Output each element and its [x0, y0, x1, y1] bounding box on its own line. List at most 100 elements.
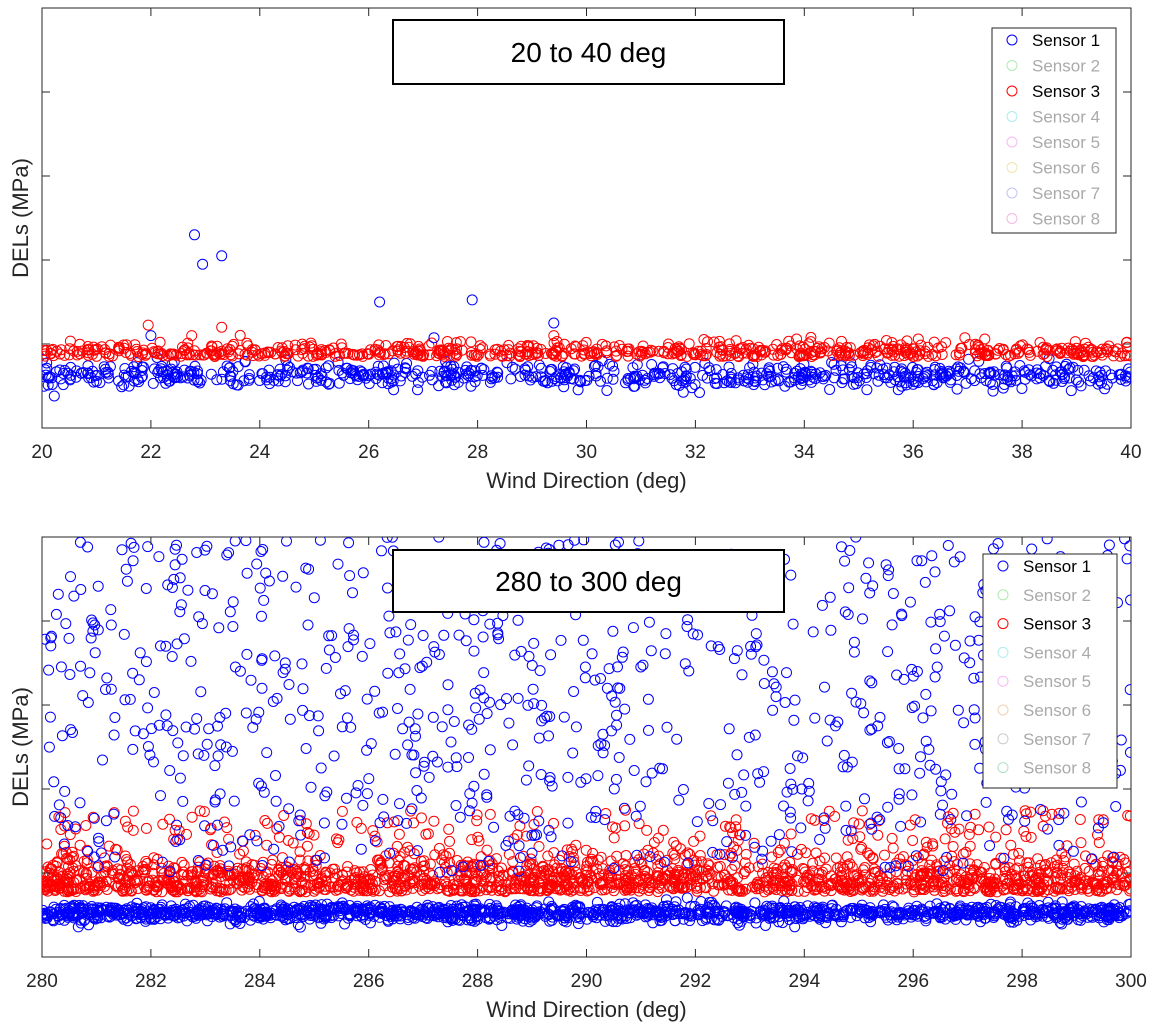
point-sensor-3: [331, 868, 343, 880]
legend-entry[interactable]: Sensor 5: [1032, 133, 1100, 152]
point-sensor-3: [342, 880, 354, 892]
point-sensor-3: [798, 875, 810, 887]
point-sensor-1: [478, 537, 490, 548]
point-sensor-1: [360, 914, 372, 925]
point-sensor-3: [915, 871, 927, 883]
point-sensor-3: [964, 840, 976, 852]
point-sensor-1: [321, 898, 333, 910]
point-sensor-1: [1103, 905, 1114, 917]
point-sensor-1: [138, 361, 149, 373]
point-sensor-3: [208, 860, 220, 872]
point-sensor-1: [152, 367, 164, 378]
point-sensor-1: [376, 902, 388, 914]
point-sensor-3: [688, 835, 700, 847]
point-sensor-1: [824, 384, 836, 395]
point-sensor-1: [546, 900, 558, 912]
point-sensor-1: [428, 332, 440, 344]
legend-entry[interactable]: Sensor 4: [1032, 108, 1100, 127]
point-sensor-1: [601, 372, 613, 384]
point-sensor-3: [535, 866, 547, 878]
point-sensor-3: [187, 349, 199, 361]
point-sensor-1: [568, 373, 580, 385]
point-sensor-1: [312, 912, 324, 924]
point-sensor-3: [940, 337, 952, 349]
point-sensor-1: [87, 625, 99, 637]
point-sensor-3: [186, 811, 198, 823]
point-sensor-1: [732, 913, 744, 925]
point-sensor-3: [681, 350, 693, 362]
point-sensor-1: [689, 361, 701, 373]
point-sensor-1: [783, 914, 795, 926]
point-sensor-1: [515, 910, 527, 922]
point-sensor-3: [784, 883, 795, 895]
point-sensor-1: [410, 908, 422, 920]
point-sensor-3: [70, 860, 82, 872]
point-sensor-1: [903, 905, 915, 917]
point-sensor-3: [508, 833, 520, 845]
point-sensor-3: [249, 344, 261, 356]
point-sensor-3: [80, 820, 92, 831]
point-sensor-3: [512, 343, 524, 355]
point-sensor-1: [760, 920, 771, 931]
legend-entry[interactable]: Sensor 3: [1032, 82, 1100, 101]
point-sensor-1: [137, 728, 149, 740]
point-sensor-1: [119, 363, 131, 374]
point-sensor-3: [643, 874, 655, 886]
point-sensor-1: [78, 915, 90, 926]
point-sensor-1: [1050, 369, 1061, 381]
point-sensor-1: [732, 906, 744, 918]
point-sensor-1: [402, 914, 414, 926]
point-sensor-3: [621, 346, 633, 357]
point-sensor-3: [979, 350, 991, 361]
point-sensor-3: [778, 837, 790, 849]
legend-entry[interactable]: Sensor 8: [1032, 210, 1100, 229]
point-sensor-3: [1124, 350, 1131, 362]
legend-entry[interactable]: Sensor 2: [1032, 57, 1100, 76]
point-sensor-3: [957, 848, 969, 860]
point-sensor-3: [713, 879, 725, 891]
point-sensor-1: [799, 367, 811, 379]
point-sensor-1: [657, 361, 669, 373]
point-sensor-1: [1043, 912, 1055, 924]
point-sensor-1: [376, 905, 388, 917]
point-sensor-3: [391, 341, 403, 353]
point-sensor-3: [141, 348, 152, 360]
point-sensor-1: [942, 540, 954, 551]
point-sensor-3: [384, 886, 396, 898]
point-sensor-3: [1022, 861, 1034, 873]
point-sensor-1: [1101, 911, 1112, 923]
point-sensor-3: [1077, 346, 1089, 358]
point-sensor-1: [123, 380, 135, 392]
legend-entry[interactable]: Sensor 7: [1032, 184, 1100, 203]
point-sensor-3: [142, 319, 154, 331]
point-sensor-1: [528, 911, 540, 923]
point-sensor-1: [731, 749, 743, 761]
x-tick-label: 38: [1012, 442, 1033, 463]
point-sensor-1: [175, 372, 187, 384]
point-sensor-3: [814, 855, 826, 867]
point-sensor-3: [949, 826, 961, 838]
point-sensor-1: [957, 857, 969, 869]
point-sensor-1: [110, 905, 122, 917]
point-sensor-1: [629, 380, 641, 392]
point-sensor-3: [657, 824, 669, 836]
point-sensor-3: [638, 865, 650, 877]
point-sensor-1: [655, 911, 667, 923]
point-sensor-1: [55, 373, 67, 385]
point-sensor-1: [1061, 358, 1072, 370]
point-sensor-3: [1065, 868, 1077, 880]
legend-entry[interactable]: Sensor 1: [1032, 31, 1100, 50]
point-sensor-3: [140, 884, 152, 896]
point-sensor-3: [560, 872, 572, 884]
point-sensor-3: [392, 866, 404, 878]
point-sensor-1: [1097, 903, 1109, 915]
legend-entry[interactable]: Sensor 6: [1032, 159, 1100, 178]
point-sensor-3: [250, 881, 262, 893]
point-sensor-1: [766, 900, 778, 912]
point-sensor-3: [823, 805, 835, 817]
point-sensor-3: [48, 350, 59, 362]
point-sensor-3: [240, 856, 252, 868]
point-sensor-1: [561, 910, 573, 922]
point-sensor-1: [282, 909, 294, 921]
point-sensor-3: [596, 876, 608, 888]
